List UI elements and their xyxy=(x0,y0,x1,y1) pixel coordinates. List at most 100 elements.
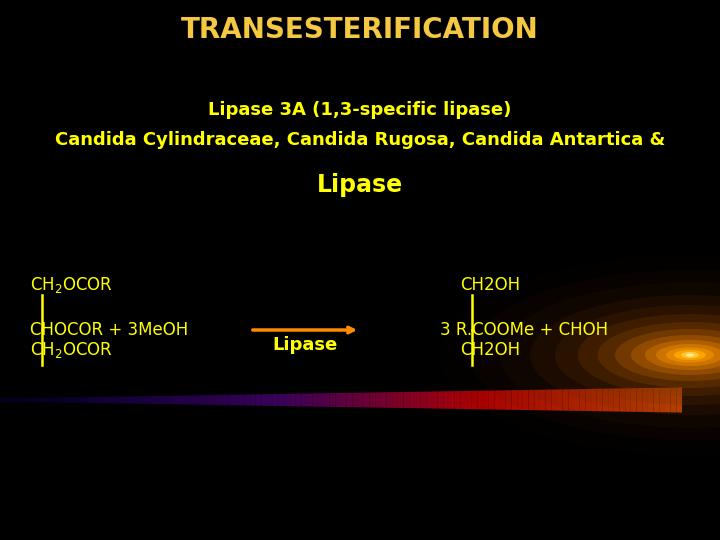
Polygon shape xyxy=(540,389,546,410)
Polygon shape xyxy=(614,388,619,411)
Text: CH2OH: CH2OH xyxy=(460,341,520,359)
Polygon shape xyxy=(250,394,256,406)
Polygon shape xyxy=(216,395,222,405)
Polygon shape xyxy=(438,392,444,409)
Polygon shape xyxy=(472,391,477,409)
Ellipse shape xyxy=(615,329,720,381)
Ellipse shape xyxy=(645,340,720,370)
Polygon shape xyxy=(284,394,290,406)
Polygon shape xyxy=(142,396,148,404)
Polygon shape xyxy=(591,389,597,411)
Polygon shape xyxy=(568,389,574,411)
Polygon shape xyxy=(102,397,108,403)
Polygon shape xyxy=(625,388,631,412)
Polygon shape xyxy=(489,390,495,409)
Polygon shape xyxy=(148,396,153,404)
Polygon shape xyxy=(517,390,523,410)
Ellipse shape xyxy=(656,344,720,366)
Polygon shape xyxy=(364,393,369,408)
Polygon shape xyxy=(187,395,193,404)
Polygon shape xyxy=(375,392,381,408)
Polygon shape xyxy=(153,396,159,404)
Polygon shape xyxy=(210,395,216,405)
Polygon shape xyxy=(557,389,562,411)
Polygon shape xyxy=(85,397,91,403)
Polygon shape xyxy=(358,393,364,407)
Ellipse shape xyxy=(631,335,720,375)
Polygon shape xyxy=(256,394,261,406)
Polygon shape xyxy=(312,393,318,407)
Polygon shape xyxy=(267,394,273,406)
Polygon shape xyxy=(239,395,244,406)
Polygon shape xyxy=(45,398,51,402)
Polygon shape xyxy=(631,388,636,412)
Polygon shape xyxy=(182,395,187,404)
Polygon shape xyxy=(199,395,204,405)
Polygon shape xyxy=(466,391,472,409)
Ellipse shape xyxy=(500,282,720,428)
Polygon shape xyxy=(636,388,642,412)
Polygon shape xyxy=(279,394,284,406)
Polygon shape xyxy=(0,399,6,402)
Polygon shape xyxy=(580,389,585,411)
Polygon shape xyxy=(477,390,483,409)
Polygon shape xyxy=(68,397,74,403)
Polygon shape xyxy=(63,397,68,402)
Text: Lipase 3A (1,3-specific lipase): Lipase 3A (1,3-specific lipase) xyxy=(208,101,512,119)
Polygon shape xyxy=(454,391,460,409)
Polygon shape xyxy=(165,396,171,404)
Ellipse shape xyxy=(440,255,720,455)
Polygon shape xyxy=(597,389,603,411)
Polygon shape xyxy=(301,394,307,407)
Polygon shape xyxy=(642,388,648,412)
Polygon shape xyxy=(523,390,528,410)
Polygon shape xyxy=(444,391,449,409)
Polygon shape xyxy=(670,387,676,413)
Polygon shape xyxy=(125,396,131,403)
Polygon shape xyxy=(562,389,568,411)
Ellipse shape xyxy=(555,305,720,405)
Polygon shape xyxy=(176,396,182,404)
Polygon shape xyxy=(295,394,301,407)
Text: TRANSESTERIFICATION: TRANSESTERIFICATION xyxy=(181,16,539,44)
Polygon shape xyxy=(324,393,330,407)
Polygon shape xyxy=(273,394,279,406)
Polygon shape xyxy=(352,393,358,407)
Text: CH2OH: CH2OH xyxy=(460,276,520,294)
Polygon shape xyxy=(108,397,114,403)
Polygon shape xyxy=(290,394,295,406)
Polygon shape xyxy=(392,392,398,408)
Polygon shape xyxy=(318,393,324,407)
Polygon shape xyxy=(426,392,432,409)
Polygon shape xyxy=(96,397,102,403)
Text: Lipase: Lipase xyxy=(272,336,338,354)
Polygon shape xyxy=(28,398,34,402)
Text: CH$_2$OCOR: CH$_2$OCOR xyxy=(30,340,113,360)
Polygon shape xyxy=(534,390,540,410)
Polygon shape xyxy=(114,396,120,403)
Polygon shape xyxy=(500,390,506,410)
Ellipse shape xyxy=(470,270,720,440)
Polygon shape xyxy=(660,388,665,413)
Polygon shape xyxy=(23,398,28,402)
Polygon shape xyxy=(80,397,85,403)
Ellipse shape xyxy=(577,314,720,396)
Ellipse shape xyxy=(681,352,699,358)
Text: 3 R.COOMe + CHOH: 3 R.COOMe + CHOH xyxy=(440,321,608,339)
Polygon shape xyxy=(91,397,96,403)
Polygon shape xyxy=(12,399,17,402)
Polygon shape xyxy=(57,397,63,402)
Text: Lipase: Lipase xyxy=(317,173,403,197)
Polygon shape xyxy=(330,393,336,407)
Polygon shape xyxy=(244,394,250,406)
Text: CH$_2$OCOR: CH$_2$OCOR xyxy=(30,275,113,295)
Polygon shape xyxy=(222,395,228,405)
Polygon shape xyxy=(665,388,670,413)
Polygon shape xyxy=(17,398,23,402)
Polygon shape xyxy=(460,391,466,409)
Polygon shape xyxy=(204,395,210,405)
Polygon shape xyxy=(415,392,420,408)
Polygon shape xyxy=(574,389,580,411)
Polygon shape xyxy=(136,396,142,404)
Polygon shape xyxy=(120,396,125,403)
